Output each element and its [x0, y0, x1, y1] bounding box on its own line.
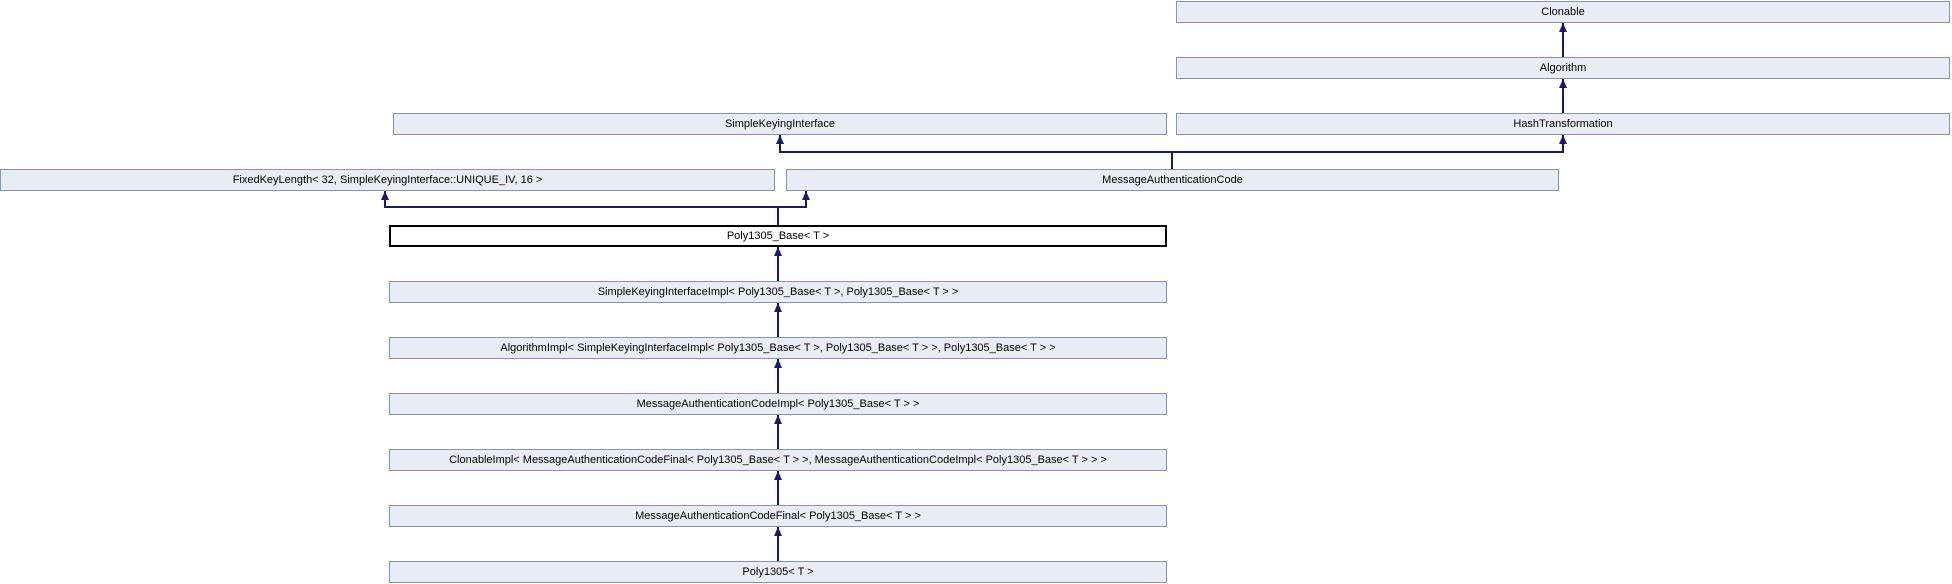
- arrowhead-icon: [774, 471, 782, 480]
- class-node-fixed-key-length[interactable]: FixedKeyLength< 32, SimpleKeyingInterfac…: [0, 169, 775, 191]
- arrowhead-icon: [774, 527, 782, 536]
- class-node-simple-keying-interface-impl[interactable]: SimpleKeyingInterfaceImpl< Poly1305_Base…: [389, 281, 1167, 303]
- class-node-message-authentication-code[interactable]: MessageAuthenticationCode: [786, 169, 1559, 191]
- inheritance-arrow-poly1305-base-to-message-authentication-code: [777, 191, 807, 225]
- arrowhead-icon: [381, 191, 389, 200]
- class-node-algorithm[interactable]: Algorithm: [1176, 57, 1950, 79]
- class-node-algorithm-impl[interactable]: AlgorithmImpl< SimpleKeyingInterfaceImpl…: [389, 337, 1167, 359]
- class-node-message-authentication-code-impl[interactable]: MessageAuthenticationCodeImpl< Poly1305_…: [389, 393, 1167, 415]
- inheritance-arrow-message-authentication-code-to-simple-keying-interface: [779, 135, 1173, 169]
- arrowhead-icon: [776, 135, 784, 144]
- arrowhead-icon: [774, 247, 782, 256]
- arrowhead-icon: [1559, 23, 1567, 32]
- class-node-poly1305-base: Poly1305_Base< T >: [389, 225, 1167, 247]
- class-node-simple-keying-interface[interactable]: SimpleKeyingInterface: [393, 113, 1167, 135]
- class-node-clonable[interactable]: Clonable: [1176, 1, 1950, 23]
- arrowhead-icon: [774, 303, 782, 312]
- class-node-message-authentication-code-final[interactable]: MessageAuthenticationCodeFinal< Poly1305…: [389, 505, 1167, 527]
- arrowhead-icon: [774, 415, 782, 424]
- class-node-clonable-impl[interactable]: ClonableImpl< MessageAuthenticationCodeF…: [389, 449, 1167, 471]
- class-node-poly1305[interactable]: Poly1305< T >: [389, 561, 1167, 583]
- arrowhead-icon: [1559, 79, 1567, 88]
- inheritance-arrow-poly1305-base-to-fixed-key-length: [384, 191, 779, 225]
- arrowhead-icon: [774, 359, 782, 368]
- class-node-hash-transformation[interactable]: HashTransformation: [1176, 113, 1950, 135]
- arrowhead-icon: [1559, 135, 1567, 144]
- inheritance-arrow-message-authentication-code-to-hash-transformation: [1171, 135, 1564, 169]
- arrowhead-icon: [802, 191, 810, 200]
